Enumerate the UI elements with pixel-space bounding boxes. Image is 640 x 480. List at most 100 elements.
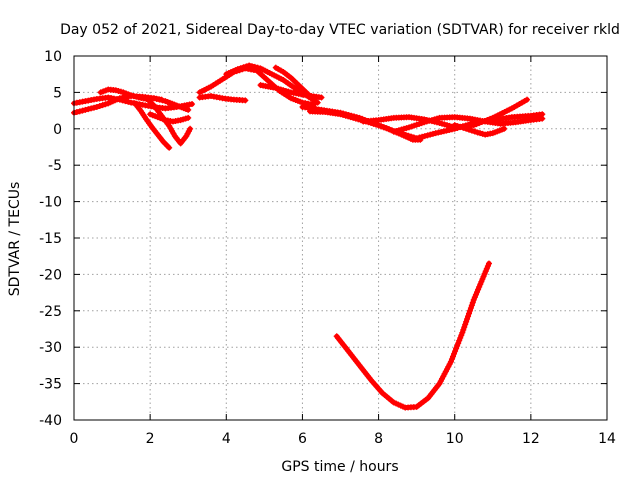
data-point	[314, 99, 321, 106]
y-tick-label: -20	[39, 267, 62, 283]
x-tick-label: 6	[298, 431, 307, 447]
y-axis-label: SDTVAR / TECUs	[7, 182, 23, 297]
data-point	[454, 123, 461, 130]
data-point	[453, 345, 460, 352]
data-point	[457, 123, 464, 130]
data-point	[90, 104, 97, 111]
data-point	[457, 334, 464, 341]
data-point	[485, 260, 492, 267]
data-point	[452, 348, 459, 355]
data-point	[234, 66, 241, 73]
data-point	[85, 106, 92, 113]
data-point	[417, 136, 424, 143]
data-point	[102, 101, 109, 108]
data-point	[459, 329, 466, 336]
data-point	[237, 65, 244, 72]
data-point	[465, 126, 472, 133]
data-series	[71, 62, 546, 411]
data-point	[466, 307, 473, 314]
chart-title: Day 052 of 2021, Sidereal Day-to-day VTE…	[60, 22, 620, 38]
data-point	[424, 132, 431, 139]
data-point	[458, 332, 465, 339]
data-point	[187, 125, 194, 132]
x-tick-label: 10	[446, 431, 464, 447]
data-point	[166, 144, 173, 151]
data-point	[125, 98, 132, 105]
y-tick-label: -5	[48, 158, 62, 174]
grid	[74, 56, 607, 420]
data-point	[429, 130, 436, 137]
data-point	[76, 108, 83, 115]
data-point	[449, 353, 456, 360]
data-point	[465, 310, 472, 317]
data-point	[79, 107, 86, 114]
series-line	[334, 260, 492, 411]
data-point	[251, 63, 258, 70]
data-point	[460, 326, 467, 333]
data-point	[438, 128, 445, 135]
data-point	[158, 96, 165, 103]
y-tick-label: -15	[39, 231, 62, 247]
data-point	[73, 109, 80, 116]
data-point	[462, 321, 469, 328]
axis-ticks: 0 2 4 6 8 10 12 14 -40 -35 -30 -25 -20 -15 -10 -5 0 5 10	[39, 49, 616, 447]
data-point	[432, 130, 439, 137]
data-point	[421, 133, 428, 140]
y-tick-label: -10	[39, 195, 62, 211]
data-point	[447, 358, 454, 365]
x-tick-label: 0	[70, 431, 79, 447]
data-point	[448, 356, 455, 363]
data-point	[456, 337, 463, 344]
data-point	[469, 299, 476, 306]
data-point	[254, 64, 261, 71]
data-point	[451, 350, 458, 357]
data-point	[471, 128, 478, 135]
data-point	[443, 127, 450, 134]
data-point	[96, 103, 103, 110]
data-point	[440, 128, 447, 135]
data-point	[467, 305, 474, 312]
data-point	[82, 106, 89, 113]
data-point	[427, 131, 434, 138]
data-point	[470, 122, 477, 129]
data-point	[463, 125, 470, 132]
data-point	[99, 102, 106, 109]
data-point	[524, 96, 531, 103]
data-point	[248, 63, 255, 70]
data-point	[435, 129, 442, 136]
data-point	[240, 64, 247, 71]
y-tick-label: -35	[39, 377, 62, 393]
data-point	[455, 340, 462, 347]
data-point	[185, 106, 192, 113]
data-point	[461, 324, 468, 331]
data-point	[246, 62, 253, 69]
y-tick-label: 0	[53, 122, 62, 138]
x-tick-label: 14	[598, 431, 616, 447]
data-point	[465, 313, 472, 320]
data-point	[185, 114, 192, 121]
data-point	[318, 94, 325, 101]
y-tick-label: -40	[39, 413, 62, 429]
data-point	[451, 122, 458, 129]
y-tick-label: -30	[39, 340, 62, 356]
data-point	[189, 101, 196, 108]
y-tick-label: 10	[44, 49, 62, 65]
data-point	[93, 103, 100, 110]
x-tick-label: 4	[222, 431, 231, 447]
data-point	[242, 97, 249, 104]
data-point	[463, 318, 470, 325]
x-tick-label: 8	[374, 431, 383, 447]
x-axis-label: GPS time / hours	[281, 459, 398, 475]
data-point	[468, 127, 475, 134]
data-point	[88, 105, 95, 112]
data-point	[468, 302, 475, 309]
data-point	[501, 125, 508, 132]
data-point	[454, 342, 461, 349]
x-tick-label: 12	[522, 431, 540, 447]
y-tick-label: -25	[39, 304, 62, 320]
data-point	[460, 124, 467, 131]
data-point	[243, 63, 250, 70]
x-tick-label: 2	[146, 431, 155, 447]
data-point	[539, 115, 546, 122]
